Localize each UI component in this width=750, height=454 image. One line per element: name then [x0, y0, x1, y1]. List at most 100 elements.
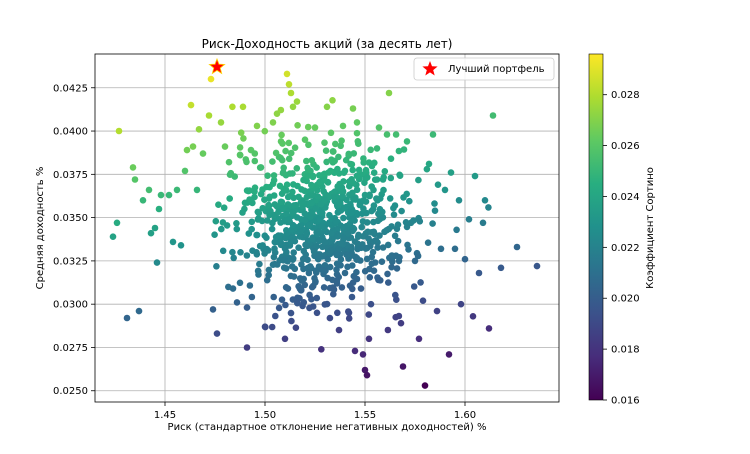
scatter-point: [279, 140, 286, 147]
scatter-point: [337, 255, 345, 263]
scatter-point: [307, 167, 314, 175]
scatter-point: [384, 326, 392, 334]
scatter-point: [485, 325, 493, 332]
colorbar-tick-label: 0.018: [611, 345, 640, 356]
scatter-point: [219, 219, 227, 226]
scatter-point: [280, 264, 288, 272]
scatter-point: [151, 224, 159, 232]
scatter-point: [410, 283, 418, 290]
x-tick-label: 1.60: [454, 410, 476, 421]
scatter-point: [353, 119, 361, 126]
scatter-point: [239, 103, 247, 111]
scatter-point: [313, 242, 321, 250]
scatter-point: [165, 191, 173, 199]
scatter-point: [533, 262, 541, 270]
scatter-point: [261, 196, 268, 203]
scatter-point: [394, 237, 402, 245]
scatter-point: [246, 196, 253, 203]
scatter-point: [376, 215, 384, 223]
scatter-point: [256, 164, 264, 171]
scatter-point: [169, 238, 177, 246]
scatter-point: [311, 124, 319, 131]
colorbar-tick-label: 0.020: [611, 294, 640, 305]
scatter-point: [394, 221, 402, 228]
scatter-point: [245, 230, 253, 237]
scatter-point: [373, 176, 381, 183]
scatter-point: [423, 165, 431, 173]
scatter-point: [414, 252, 422, 260]
scatter-point: [237, 249, 244, 256]
scatter-point: [326, 314, 334, 322]
scatter-point: [451, 245, 459, 253]
scatter-point: [475, 269, 483, 277]
scatter-point: [265, 266, 273, 274]
scatter-point: [241, 199, 249, 207]
scatter-point: [287, 89, 295, 97]
scatter-point: [355, 140, 362, 147]
scatter-point: [251, 188, 258, 195]
scatter-point: [213, 263, 220, 270]
scatter-point: [416, 218, 424, 225]
scatter-point: [288, 263, 296, 270]
scatter-point: [307, 213, 314, 221]
scatter-point: [207, 75, 215, 83]
scatter-point: [397, 319, 405, 327]
scatter-point: [320, 284, 328, 291]
scatter-point: [349, 166, 357, 174]
scatter-point: [406, 197, 413, 205]
scatter-point: [240, 135, 247, 142]
colorbar-tick-label: 0.022: [611, 243, 640, 254]
scatter-point: [281, 335, 289, 343]
scatter-point: [465, 216, 473, 223]
scatter-point: [288, 317, 295, 325]
scatter-point: [300, 265, 307, 273]
scatter-point: [445, 351, 453, 358]
scatter-point: [306, 221, 314, 228]
scatter-point: [264, 172, 271, 179]
scatter-point: [372, 237, 380, 244]
scatter-point: [357, 285, 365, 292]
scatter-point: [390, 211, 398, 218]
scatter-point: [324, 255, 332, 263]
scatter-point: [337, 240, 345, 247]
colorbar-tick-label: 0.028: [611, 90, 640, 101]
scatter-point: [314, 253, 321, 261]
scatter-point: [289, 170, 296, 177]
scatter-point: [294, 299, 301, 307]
scatter-point: [243, 304, 251, 311]
scatter-point: [355, 166, 363, 174]
scatter-point: [309, 235, 316, 243]
scatter-point: [340, 214, 347, 222]
scatter-point: [139, 197, 147, 204]
scatter-point: [278, 131, 285, 139]
legend-star-marker: [422, 61, 438, 76]
scatter-point: [347, 160, 354, 168]
scatter-point: [345, 150, 353, 158]
scatter-point: [173, 186, 181, 194]
scatter-point: [314, 230, 321, 238]
scatter-point: [285, 139, 293, 147]
scatter-point: [255, 209, 263, 217]
legend-box: [413, 57, 555, 81]
scatter-point: [273, 203, 281, 210]
scatter-point: [376, 205, 384, 213]
scatter-point: [271, 260, 279, 268]
scatter-point: [145, 186, 153, 194]
scatter-point: [135, 307, 143, 315]
scatter-point: [447, 169, 455, 176]
scatter-point: [290, 202, 298, 209]
scatter-point: [308, 181, 315, 189]
scatter-point: [337, 262, 344, 269]
scatter-point: [219, 247, 227, 255]
scatter-point: [243, 344, 251, 351]
scatter-point: [265, 201, 273, 209]
scatter-point: [361, 366, 369, 374]
y-tick-label: 0.0325: [53, 256, 88, 267]
scatter-point: [364, 174, 371, 181]
scatter-point: [419, 297, 427, 305]
scatter-point: [212, 217, 220, 225]
scatter-point: [272, 149, 280, 157]
scatter-point: [115, 127, 123, 135]
scatter-point: [271, 245, 278, 252]
